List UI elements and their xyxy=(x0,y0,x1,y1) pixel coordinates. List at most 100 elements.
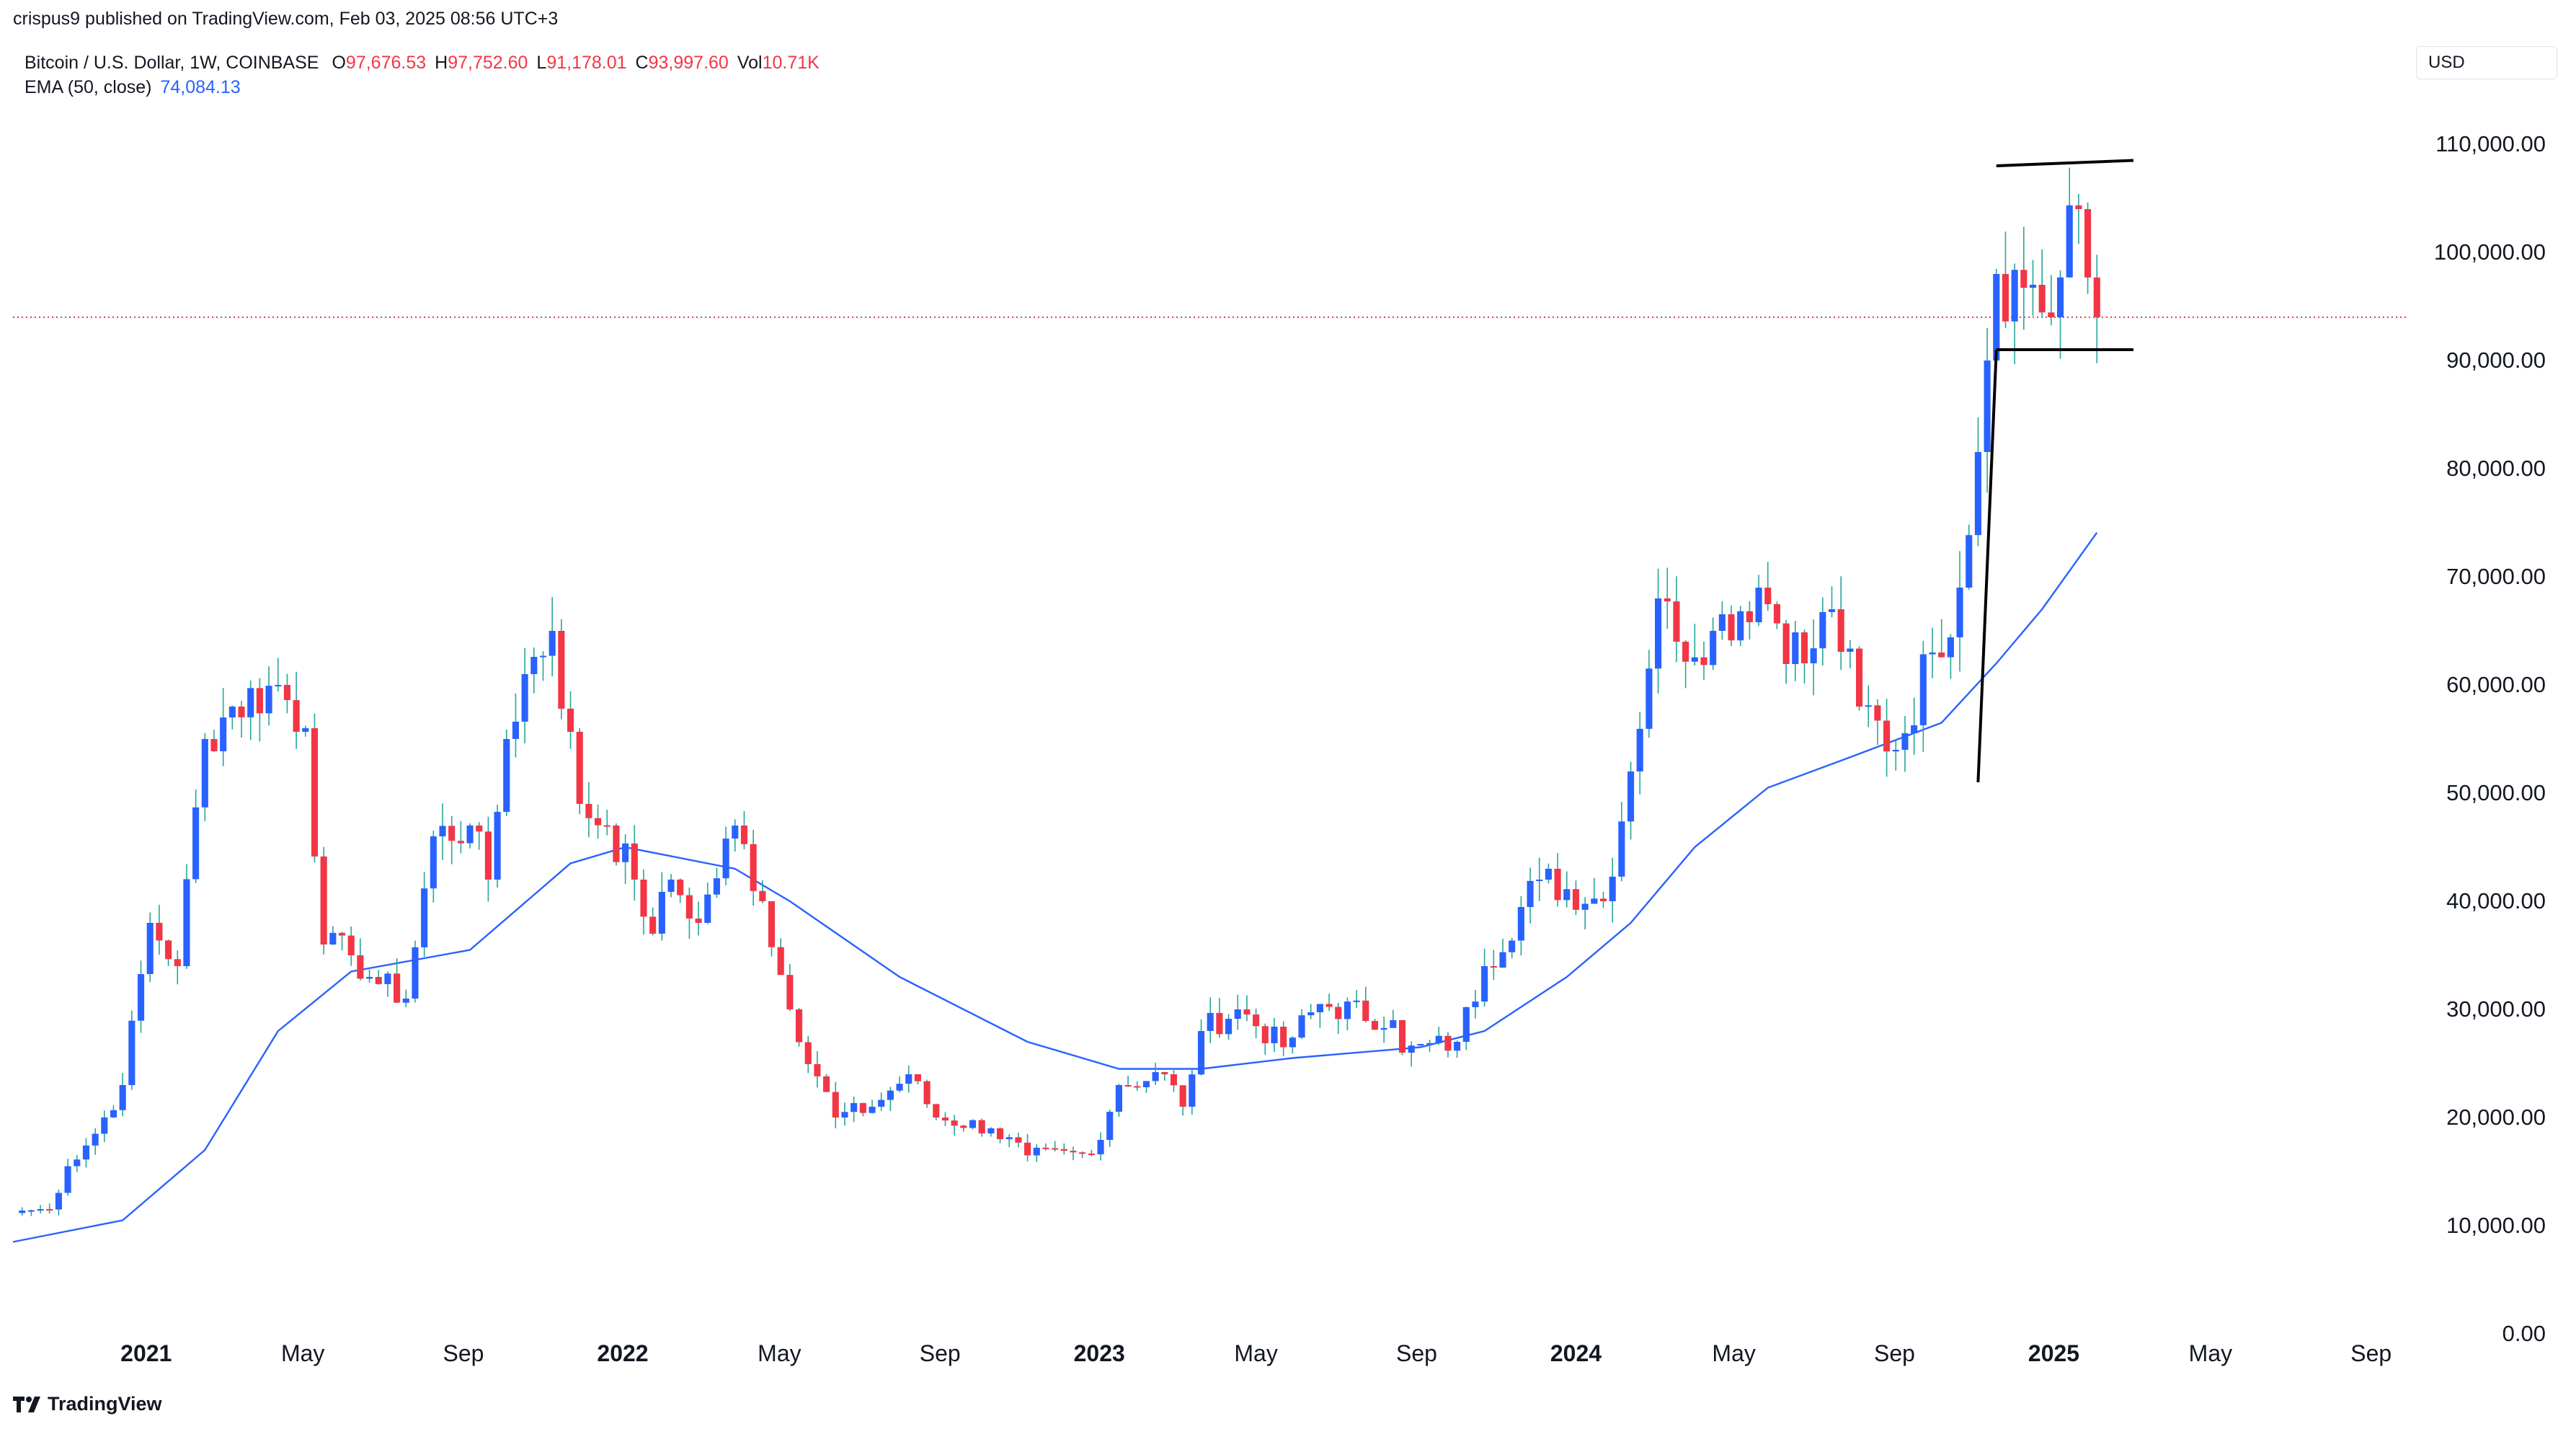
candle-down[interactable] xyxy=(1938,652,1945,658)
candle-up[interactable] xyxy=(1289,1038,1296,1048)
candle-up[interactable] xyxy=(1645,668,1653,729)
candle-up[interactable] xyxy=(530,657,538,674)
candle-down[interactable] xyxy=(1371,1020,1379,1030)
candle-up[interactable] xyxy=(137,974,145,1021)
candle-down[interactable] xyxy=(484,831,492,880)
candle-up[interactable] xyxy=(55,1193,62,1210)
candle-down[interactable] xyxy=(1161,1072,1168,1074)
candle-down[interactable] xyxy=(2020,270,2028,288)
candle-down[interactable] xyxy=(914,1074,921,1081)
candle-up[interactable] xyxy=(2011,270,2018,322)
candle-up[interactable] xyxy=(265,686,272,714)
candle-up[interactable] xyxy=(1655,598,1662,669)
candle-up[interactable] xyxy=(119,1085,126,1110)
candle-up[interactable] xyxy=(421,888,428,947)
candle-down[interactable] xyxy=(238,707,245,717)
candle-down[interactable] xyxy=(347,935,355,955)
candle-up[interactable] xyxy=(521,674,528,722)
candle-down[interactable] xyxy=(375,977,382,984)
candle-down[interactable] xyxy=(1599,898,1607,901)
candle-up[interactable] xyxy=(658,892,665,934)
candle-up[interactable] xyxy=(365,977,373,979)
candle-up[interactable] xyxy=(713,878,721,895)
candle-down[interactable] xyxy=(1572,889,1580,910)
candle-up[interactable] xyxy=(101,1117,108,1134)
candle-up[interactable] xyxy=(2066,205,2073,278)
candle-down[interactable] xyxy=(2038,285,2046,313)
candle-up[interactable] xyxy=(466,826,474,844)
candle-up[interactable] xyxy=(1755,588,1762,622)
candle-down[interactable] xyxy=(814,1063,821,1076)
candle-down[interactable] xyxy=(1444,1035,1452,1051)
candle-down[interactable] xyxy=(567,708,574,732)
candle-down[interactable] xyxy=(1746,611,1753,622)
candle-down[interactable] xyxy=(1764,588,1772,605)
candle-down[interactable] xyxy=(960,1125,967,1128)
candle-up[interactable] xyxy=(1225,1019,1233,1035)
candle-down[interactable] xyxy=(1856,648,1863,707)
candle-up[interactable] xyxy=(1509,940,1516,952)
candle-up[interactable] xyxy=(1718,614,1726,631)
candle-up[interactable] xyxy=(1984,360,1991,452)
candle-down[interactable] xyxy=(1362,1000,1369,1021)
candle-down[interactable] xyxy=(165,940,172,960)
candle-up[interactable] xyxy=(1462,1007,1470,1042)
candle-down[interactable] xyxy=(1261,1026,1269,1043)
candle-up[interactable] xyxy=(1152,1072,1159,1081)
candle-down[interactable] xyxy=(1883,720,1891,752)
candle-down[interactable] xyxy=(859,1102,866,1113)
candle-up[interactable] xyxy=(1197,1031,1205,1075)
candle-up[interactable] xyxy=(1865,705,1872,707)
candle-up[interactable] xyxy=(1142,1081,1150,1087)
candle-up[interactable] xyxy=(1234,1009,1241,1019)
candle-down[interactable] xyxy=(1216,1012,1223,1035)
candle-up[interactable] xyxy=(201,739,208,808)
candle-down[interactable] xyxy=(2002,274,2009,322)
candle-up[interactable] xyxy=(1691,657,1698,662)
candle-down[interactable] xyxy=(46,1209,53,1211)
candle-up[interactable] xyxy=(1581,903,1589,910)
candle-up[interactable] xyxy=(1974,451,1981,536)
candle-down[interactable] xyxy=(1079,1152,1086,1154)
candle-down[interactable] xyxy=(750,844,757,891)
candle-up[interactable] xyxy=(1435,1035,1442,1043)
candle-up[interactable] xyxy=(430,836,437,889)
candle-down[interactable] xyxy=(320,856,327,944)
ema-label[interactable]: EMA (50, close) xyxy=(25,77,152,97)
candle-up[interactable] xyxy=(1929,652,1936,655)
candle-up[interactable] xyxy=(1316,1004,1323,1013)
candle-up[interactable] xyxy=(732,826,739,839)
candle-up[interactable] xyxy=(896,1084,903,1091)
currency-selector[interactable]: USD xyxy=(2416,46,2557,79)
candle-up[interactable] xyxy=(1919,654,1927,725)
candle-down[interactable] xyxy=(777,947,784,975)
candle-up[interactable] xyxy=(1792,632,1799,665)
candle-down[interactable] xyxy=(1728,614,1735,641)
candle-down[interactable] xyxy=(1837,609,1844,652)
candle-up[interactable] xyxy=(1609,876,1616,901)
candle-up[interactable] xyxy=(1307,1012,1315,1016)
candle-down[interactable] xyxy=(1124,1085,1132,1087)
candle-up[interactable] xyxy=(183,879,190,966)
candle-up[interactable] xyxy=(1426,1043,1434,1045)
candle-up[interactable] xyxy=(1005,1137,1013,1140)
candle-down[interactable] xyxy=(2075,205,2082,209)
candle-down[interactable] xyxy=(603,825,610,827)
candle-down[interactable] xyxy=(1673,601,1680,642)
candle-up[interactable] xyxy=(220,717,227,752)
candle-down[interactable] xyxy=(210,739,218,752)
candle-up[interactable] xyxy=(1911,725,1918,733)
candle-up[interactable] xyxy=(1115,1085,1122,1112)
candle-up[interactable] xyxy=(19,1211,26,1213)
candle-up[interactable] xyxy=(1810,648,1817,663)
candle-down[interactable] xyxy=(941,1118,949,1121)
candle-up[interactable] xyxy=(329,932,337,944)
candle-up[interactable] xyxy=(1545,868,1552,880)
candle-down[interactable] xyxy=(649,916,657,934)
candle-up[interactable] xyxy=(969,1120,977,1128)
candle-up[interactable] xyxy=(110,1110,117,1118)
candle-up[interactable] xyxy=(869,1107,876,1113)
candle-down[interactable] xyxy=(1700,657,1707,665)
candle-down[interactable] xyxy=(1490,966,1497,968)
